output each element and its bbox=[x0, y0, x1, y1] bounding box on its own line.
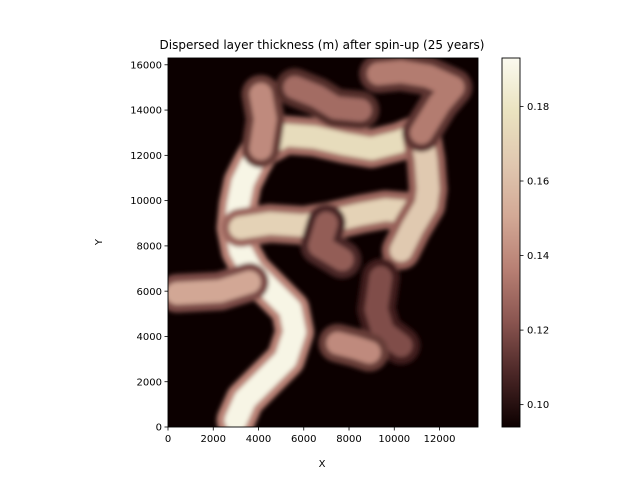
colorbar-tick-label: 0.10 bbox=[527, 400, 549, 411]
x-tick-label: 10000 bbox=[378, 434, 410, 445]
y-tick-label: 2000 bbox=[137, 377, 162, 388]
feature-core bbox=[364, 266, 413, 357]
y-tick-label: 4000 bbox=[137, 332, 162, 343]
heatmap-feature bbox=[300, 204, 362, 279]
colorbar-tick-label: 0.12 bbox=[527, 326, 549, 337]
x-tick-label: 2000 bbox=[201, 434, 226, 445]
colorbar-ticks: 0.10 0.12 0.14 0.16 0.18 bbox=[520, 102, 549, 411]
plot-frame bbox=[167, 57, 479, 428]
y-tick-label: 16000 bbox=[130, 60, 162, 71]
feature-core bbox=[249, 121, 433, 160]
colorbar: 0.10 0.12 0.14 0.16 0.18 bbox=[501, 57, 549, 428]
x-tick-label: 6000 bbox=[291, 434, 316, 445]
y-tick-label: 0 bbox=[156, 423, 162, 434]
heatmap-feature bbox=[241, 74, 285, 168]
feature-core bbox=[367, 60, 465, 144]
x-tick-label: 0 bbox=[165, 434, 171, 445]
y-axis-label: Y bbox=[94, 238, 105, 246]
heatmap-feature bbox=[318, 323, 389, 372]
colorbar-tick-label: 0.16 bbox=[527, 177, 549, 188]
heatmap-feature bbox=[275, 68, 380, 130]
heatmap-feature bbox=[241, 113, 441, 168]
y-tick-label: 6000 bbox=[137, 287, 162, 298]
feature-core bbox=[168, 270, 261, 305]
feature-core bbox=[326, 331, 381, 364]
x-axis: 0 2000 4000 6000 8000 10000 12000 bbox=[165, 427, 456, 445]
chart-title: Dispersed layer thickness (m) after spin… bbox=[160, 38, 485, 52]
x-tick-label: 8000 bbox=[336, 434, 361, 445]
feature-core bbox=[308, 212, 354, 271]
y-tick-label: 10000 bbox=[130, 196, 162, 207]
feature-core bbox=[249, 82, 277, 160]
colorbar-gradient bbox=[502, 58, 520, 427]
heatmap-feature bbox=[359, 58, 473, 152]
x-axis-label: X bbox=[319, 459, 326, 470]
feature-core bbox=[283, 76, 372, 122]
plot-area bbox=[167, 57, 479, 428]
colorbar-tick-label: 0.14 bbox=[527, 251, 549, 262]
heatmap-field bbox=[168, 58, 473, 427]
x-tick-label: 4000 bbox=[246, 434, 271, 445]
y-tick-label: 12000 bbox=[130, 151, 162, 162]
y-tick-label: 14000 bbox=[130, 106, 162, 117]
heatmap-feature bbox=[356, 258, 421, 365]
colorbar-tick-label: 0.18 bbox=[527, 102, 549, 113]
y-tick-label: 8000 bbox=[137, 241, 162, 252]
colorbar-frame bbox=[501, 57, 521, 428]
heatmap-feature bbox=[381, 113, 448, 270]
x-tick-label: 12000 bbox=[424, 434, 456, 445]
heatmap-feature bbox=[168, 262, 269, 313]
feature-core bbox=[389, 121, 440, 262]
y-axis: 0 2000 4000 6000 8000 10000 12000 14000 16000 bbox=[130, 60, 168, 434]
